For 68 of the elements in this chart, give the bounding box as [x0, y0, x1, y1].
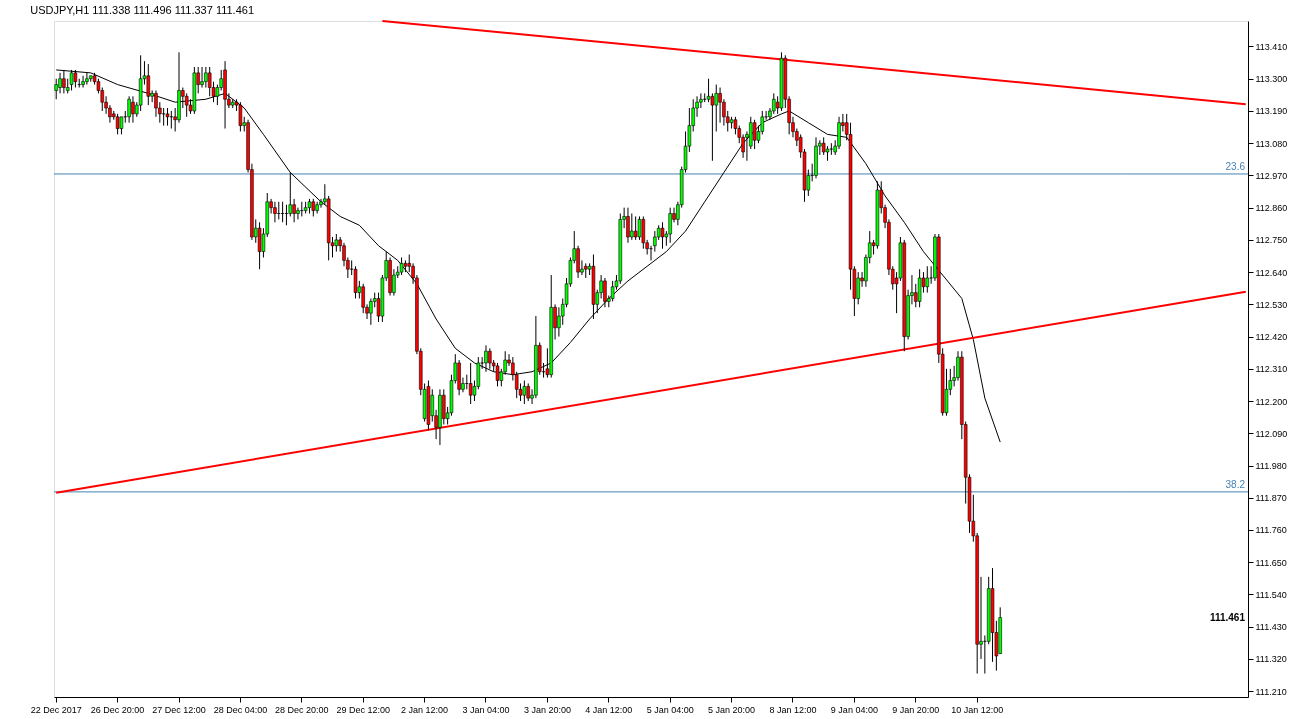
candlestick: [284, 204, 289, 226]
candlestick: [292, 198, 296, 223]
line-series: [55, 69, 1001, 443]
y-tick-label: 112.200: [1255, 396, 1288, 407]
y-tick-label: 112.860: [1255, 203, 1288, 214]
annotation: 111.461: [1209, 611, 1246, 623]
y-tick-label: 112.090: [1255, 428, 1288, 439]
x-tick-label: 2 Jan 12:00: [401, 704, 449, 715]
candlestick: [442, 388, 446, 425]
candlestick: [273, 201, 277, 223]
x-tick-label: 9 Jan 04:00: [830, 704, 878, 715]
y-tick-label: 111.430: [1255, 622, 1287, 633]
candlestick: [488, 347, 492, 370]
x-tick-label: 27 Dec 12:00: [152, 704, 206, 715]
candlestick: [630, 213, 634, 241]
x-tick-label: 10 Jan 12:00: [951, 704, 1004, 715]
candlestick: [637, 215, 642, 241]
y-tick-label: 113.300: [1255, 74, 1288, 85]
x-tick-label: 28 Dec 04:00: [213, 704, 268, 715]
candlestick: [369, 297, 373, 326]
candlestick: [603, 277, 607, 308]
y-tick-label: 111.980: [1255, 461, 1287, 472]
candlestick: [641, 215, 646, 250]
y-tick-label: 112.970: [1255, 170, 1288, 181]
y-tick-label: 111.540: [1255, 589, 1287, 600]
chart-title: USDJPY,H1 111.338 111.496 111.337 111.461: [30, 4, 255, 16]
y-tick-label: 111.320: [1255, 654, 1287, 665]
y-tick-label: 113.410: [1255, 41, 1288, 52]
x-tick-label: 3 Jan 20:00: [523, 704, 571, 715]
annotation: 23.6: [1225, 160, 1246, 172]
candlestick: [85, 72, 89, 86]
y-tick-label: 111.760: [1255, 525, 1287, 536]
x-tick-label: 8 Jan 12:00: [769, 704, 817, 715]
x-tick-label: 9 Jan 20:00: [892, 704, 940, 715]
candlestick: [484, 344, 488, 373]
candlestick: [633, 215, 638, 241]
candlestick: [131, 95, 135, 124]
y-tick-label: 112.640: [1255, 267, 1288, 278]
y-tick-label: 113.080: [1255, 138, 1288, 149]
y-tick-label: 112.750: [1255, 235, 1288, 246]
x-tick-label: 5 Jan 20:00: [708, 704, 756, 715]
x-tick-label: 26 Dec 20:00: [90, 704, 145, 715]
x-tick-label: 29 Dec 12:00: [336, 704, 390, 715]
candlestick: [856, 271, 860, 305]
x-tick-label: 4 Jan 12:00: [585, 704, 633, 715]
candlestick: [917, 268, 922, 308]
candlestick: [169, 110, 174, 130]
candlestick: [127, 95, 131, 124]
y-tick-label: 111.650: [1255, 557, 1287, 568]
y-tick-label: 112.420: [1255, 332, 1288, 343]
x-tick-label: 3 Jan 04:00: [462, 704, 510, 715]
x-tick-label: 5 Jan 04:00: [646, 704, 694, 715]
candlestick: [81, 75, 85, 89]
y-tick-label: 111.870: [1255, 493, 1287, 504]
candlestick: [204, 66, 208, 89]
y-tick-label: 113.190: [1255, 106, 1288, 117]
annotation: 38.2: [1225, 478, 1246, 490]
x-tick-label: 22 Dec 2017: [30, 704, 82, 715]
candlestick: [200, 66, 204, 89]
y-tick-label: 111.210: [1255, 686, 1287, 697]
candlestick: [718, 87, 722, 124]
x-tick-label: 28 Dec 20:00: [275, 704, 329, 715]
candlestick: [668, 207, 672, 244]
candlestick: [626, 207, 630, 244]
y-tick-label: 112.530: [1255, 299, 1288, 310]
y-tick-label: 112.310: [1255, 364, 1288, 375]
candlestick: [925, 265, 930, 294]
candlestick: [257, 221, 262, 270]
